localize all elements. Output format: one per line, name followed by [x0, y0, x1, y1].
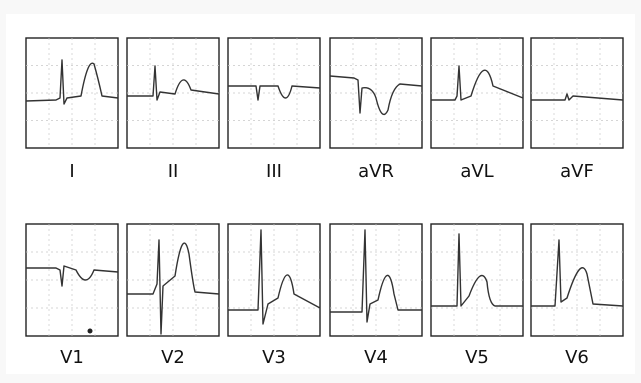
lead-label: V2 [161, 347, 185, 368]
lead-panel [531, 38, 623, 148]
lead-label: aVF [560, 161, 594, 182]
lead-label: V5 [465, 347, 489, 368]
lead-panel [228, 224, 320, 336]
lead-panel [531, 224, 623, 336]
lead-panel [228, 38, 320, 148]
lead-label: V4 [364, 347, 388, 368]
lead-panel [127, 38, 219, 148]
lead-panel [330, 38, 422, 148]
marker-dot [88, 329, 93, 334]
lead-panel [431, 224, 523, 336]
lead-panel [431, 38, 523, 148]
lead-label: II [168, 161, 179, 182]
lead-label: III [266, 161, 282, 182]
lead-label: I [69, 161, 74, 182]
lead-panel [26, 38, 118, 148]
lead-label: aVL [460, 161, 493, 182]
lead-panel [127, 224, 219, 336]
lead-panel [26, 224, 118, 336]
lead-label: V3 [262, 347, 286, 368]
lead-panel [330, 224, 422, 336]
ecg-figure: IIIIIIaVRaVLaVFV1V2V3V4V5V6 [0, 0, 641, 383]
lead-label: V6 [565, 347, 589, 368]
lead-label: aVR [358, 161, 394, 182]
lead-label: V1 [60, 347, 84, 368]
